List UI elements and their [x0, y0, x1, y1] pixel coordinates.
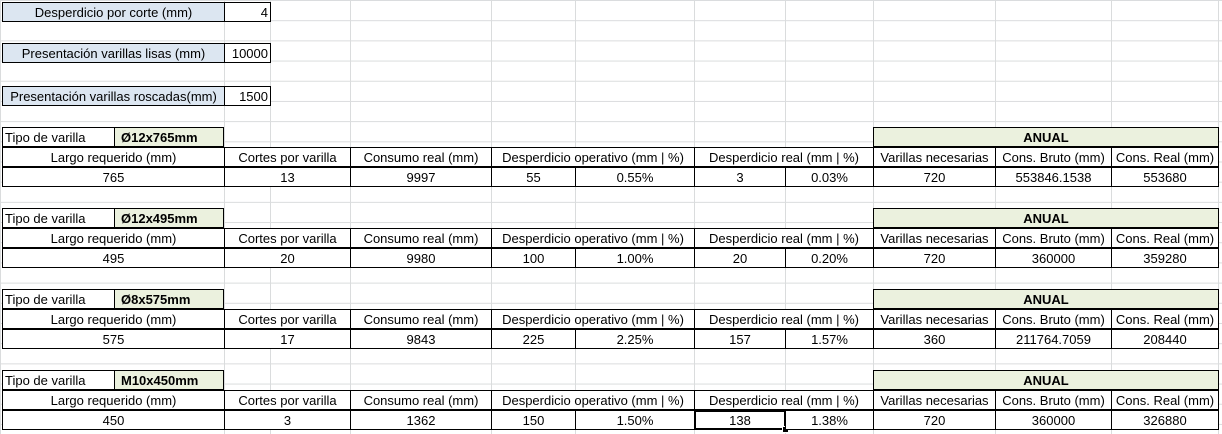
header-bruto[interactable]: Cons. Bruto (mm)	[995, 228, 1112, 248]
value-creal[interactable]: 326880	[1111, 410, 1219, 430]
value-real-mm[interactable]: 157	[694, 329, 786, 349]
gridline	[575, 0, 576, 434]
value-real-pct[interactable]: 0.03%	[785, 167, 874, 187]
anual-header-cell[interactable]: ANUAL	[873, 208, 1219, 228]
header-bruto[interactable]: Cons. Bruto (mm)	[995, 390, 1112, 410]
value-consumo[interactable]: 9843	[350, 329, 492, 349]
tipo-label-cell[interactable]: Tipo de varilla	[2, 127, 115, 147]
anual-header-cell[interactable]: ANUAL	[873, 127, 1219, 147]
desperdicio-value-cell[interactable]: 4	[224, 2, 271, 22]
gridline	[350, 0, 351, 434]
value-varillas[interactable]: 360	[873, 329, 996, 349]
value-largo[interactable]: 450	[2, 410, 225, 430]
header-largo[interactable]: Largo requerido (mm)	[2, 309, 225, 329]
tipo-value-cell[interactable]: Ø12x495mm	[114, 208, 224, 228]
value-varillas[interactable]: 720	[873, 167, 996, 187]
value-largo[interactable]: 575	[2, 329, 225, 349]
lisas-value-cell[interactable]: 10000	[224, 43, 271, 63]
gridline	[694, 0, 695, 434]
value-creal[interactable]: 553680	[1111, 167, 1219, 187]
header-consumo[interactable]: Consumo real (mm)	[350, 228, 492, 248]
header-varillas[interactable]: Varillas necesarias	[873, 390, 996, 410]
header-cortes[interactable]: Cortes por varilla	[224, 147, 351, 167]
value-cortes[interactable]: 17	[224, 329, 351, 349]
header-varillas[interactable]: Varillas necesarias	[873, 228, 996, 248]
value-op-pct[interactable]: 1.00%	[575, 248, 695, 268]
tipo-label-cell[interactable]: Tipo de varilla	[2, 370, 115, 390]
header-bruto[interactable]: Cons. Bruto (mm)	[995, 309, 1112, 329]
header-desp-real[interactable]: Desperdicio real (mm | %)	[694, 228, 874, 248]
value-consumo[interactable]: 1362	[350, 410, 492, 430]
gridline	[785, 0, 786, 434]
value-consumo[interactable]: 9997	[350, 167, 492, 187]
value-op-mm[interactable]: 55	[491, 167, 576, 187]
header-cortes[interactable]: Cortes por varilla	[224, 390, 351, 410]
roscadas-value-cell[interactable]: 1500	[224, 86, 271, 106]
value-largo[interactable]: 765	[2, 167, 225, 187]
value-cortes[interactable]: 3	[224, 410, 351, 430]
header-desp-real[interactable]: Desperdicio real (mm | %)	[694, 309, 874, 329]
value-op-mm[interactable]: 150	[491, 410, 576, 430]
value-op-pct[interactable]: 2.25%	[575, 329, 695, 349]
desperdicio-label-cell[interactable]: Desperdicio por corte (mm)	[2, 2, 225, 22]
header-varillas[interactable]: Varillas necesarias	[873, 309, 996, 329]
header-consumo[interactable]: Consumo real (mm)	[350, 309, 492, 329]
roscadas-label-cell[interactable]: Presentación varillas roscadas(mm)	[2, 86, 225, 106]
header-largo[interactable]: Largo requerido (mm)	[2, 390, 225, 410]
value-varillas[interactable]: 720	[873, 248, 996, 268]
header-bruto[interactable]: Cons. Bruto (mm)	[995, 147, 1112, 167]
tipo-label-cell[interactable]: Tipo de varilla	[2, 289, 115, 309]
gridline	[270, 0, 271, 434]
value-bruto[interactable]: 360000	[995, 248, 1112, 268]
header-desp-operativo[interactable]: Desperdicio operativo (mm | %)	[491, 309, 695, 329]
value-real-pct[interactable]: 1.38%	[785, 410, 874, 430]
value-real-mm[interactable]: 20	[694, 248, 786, 268]
tipo-value-cell[interactable]: Ø8x575mm	[114, 289, 224, 309]
header-creal[interactable]: Cons. Real (mm)	[1111, 147, 1219, 167]
header-desp-operativo[interactable]: Desperdicio operativo (mm | %)	[491, 147, 695, 167]
value-real-mm[interactable]: 3	[694, 167, 786, 187]
header-consumo[interactable]: Consumo real (mm)	[350, 390, 492, 410]
lisas-label-cell[interactable]: Presentación varillas lisas (mm)	[2, 43, 225, 63]
header-desp-operativo[interactable]: Desperdicio operativo (mm | %)	[491, 390, 695, 410]
tipo-value-cell[interactable]: M10x450mm	[114, 370, 224, 390]
header-desp-operativo[interactable]: Desperdicio operativo (mm | %)	[491, 228, 695, 248]
value-bruto[interactable]: 553846.1538	[995, 167, 1112, 187]
value-cortes[interactable]: 13	[224, 167, 351, 187]
value-real-pct[interactable]: 1.57%	[785, 329, 874, 349]
header-consumo[interactable]: Consumo real (mm)	[350, 147, 492, 167]
header-desp-real[interactable]: Desperdicio real (mm | %)	[694, 147, 874, 167]
value-op-mm[interactable]: 225	[491, 329, 576, 349]
value-creal[interactable]: 359280	[1111, 248, 1219, 268]
header-desp-real[interactable]: Desperdicio real (mm | %)	[694, 390, 874, 410]
selected-cell[interactable]: 138	[694, 410, 786, 430]
value-bruto[interactable]: 211764.7059	[995, 329, 1112, 349]
header-cortes[interactable]: Cortes por varilla	[224, 309, 351, 329]
tipo-label-cell[interactable]: Tipo de varilla	[2, 208, 115, 228]
header-creal[interactable]: Cons. Real (mm)	[1111, 309, 1219, 329]
header-creal[interactable]: Cons. Real (mm)	[1111, 228, 1219, 248]
anual-header-cell[interactable]: ANUAL	[873, 370, 1219, 390]
value-real-pct[interactable]: 0.20%	[785, 248, 874, 268]
value-op-pct[interactable]: 0.55%	[575, 167, 695, 187]
gridline	[224, 0, 225, 434]
header-largo[interactable]: Largo requerido (mm)	[2, 147, 225, 167]
header-largo[interactable]: Largo requerido (mm)	[2, 228, 225, 248]
anual-header-cell[interactable]: ANUAL	[873, 289, 1219, 309]
header-creal[interactable]: Cons. Real (mm)	[1111, 390, 1219, 410]
value-bruto[interactable]: 360000	[995, 410, 1112, 430]
value-op-mm[interactable]: 100	[491, 248, 576, 268]
header-varillas[interactable]: Varillas necesarias	[873, 147, 996, 167]
tipo-value-cell[interactable]: Ø12x765mm	[114, 127, 224, 147]
header-cortes[interactable]: Cortes por varilla	[224, 228, 351, 248]
value-creal[interactable]: 208440	[1111, 329, 1219, 349]
value-consumo[interactable]: 9980	[350, 248, 492, 268]
value-cortes[interactable]: 20	[224, 248, 351, 268]
value-varillas[interactable]: 720	[873, 410, 996, 430]
gridline	[491, 0, 492, 434]
value-largo[interactable]: 495	[2, 248, 225, 268]
value-op-pct[interactable]: 1.50%	[575, 410, 695, 430]
